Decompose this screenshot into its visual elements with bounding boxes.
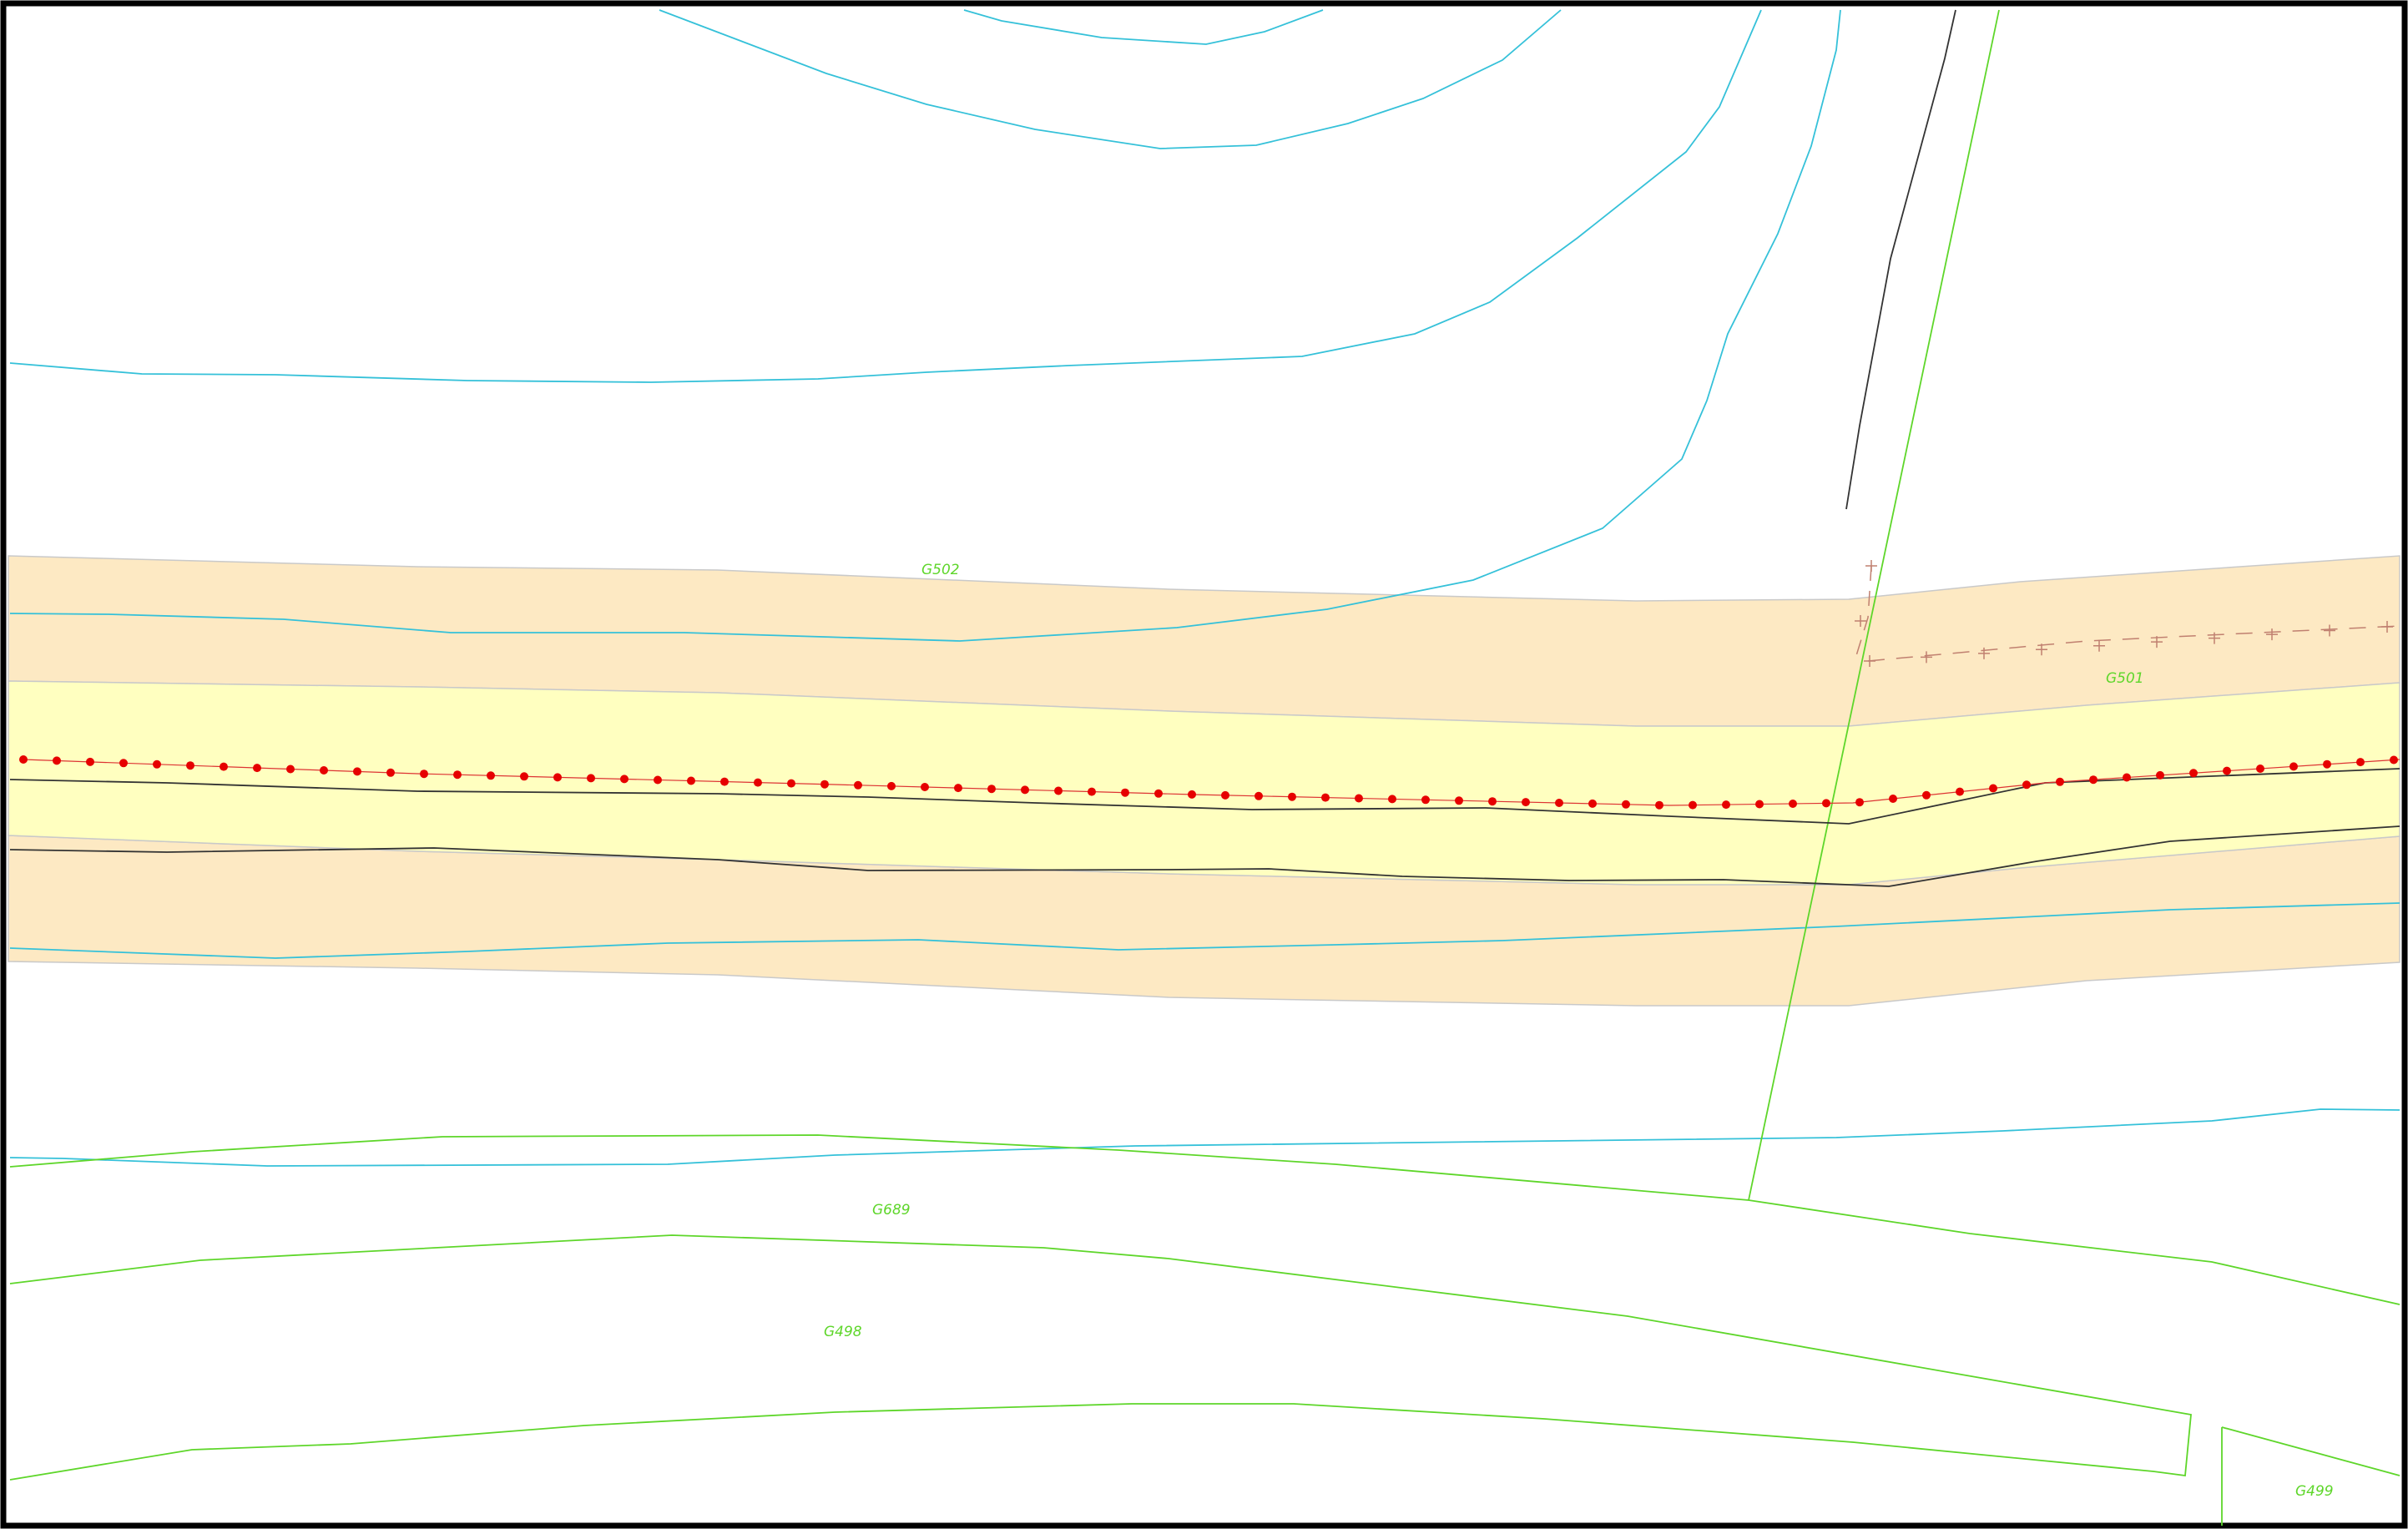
centreline-marker [2056,777,2064,786]
centreline-marker [1188,790,1196,799]
centreline-marker [1288,792,1296,801]
centreline-marker [453,770,462,780]
fence-post [2036,643,2047,656]
centreline-marker [1722,800,1730,810]
centreline-marker [2356,758,2365,767]
centreline-marker [553,773,562,782]
parcel-boundaries [9,9,2400,1526]
centreline-marker [1355,794,1363,803]
centreline-marker [1789,800,1797,808]
centreline-marker [854,780,862,790]
fence-post [1921,651,1932,664]
centreline-marker [2089,775,2098,785]
centreline-marker [1455,796,1463,805]
centreline-marker [2123,773,2131,782]
parcel-label-g501: G501 [2106,670,2144,687]
parcel-label-g499: G499 [2295,1483,2334,1500]
centreline-marker [887,781,896,790]
fence-post [2381,620,2393,633]
centreline-marker [620,775,629,784]
fence-post [2151,636,2163,648]
centreline-marker [1588,799,1597,808]
fence-line [1854,560,2400,667]
centreline-marker [420,770,428,779]
centreline-marker [720,777,729,786]
fence-post [2324,624,2335,637]
centreline-markers [19,755,2400,810]
centreline-marker [2022,780,2031,790]
centreline-marker [253,764,261,773]
centreline-marker [286,764,295,774]
centreline-marker [1522,798,1530,807]
parcel-label-g502: G502 [921,562,960,578]
centreline-marker [1555,799,1563,807]
fence-post [2209,632,2220,644]
centreline-marker [1889,795,1897,803]
centreline-marker [1088,787,1096,796]
centreline-marker [119,759,128,768]
centreline-marker [520,772,528,781]
fence-post [1978,647,1990,659]
centreline-marker [2323,759,2331,769]
centreline-marker [787,779,795,788]
centreline-marker [386,768,395,777]
fence-post [1864,655,1875,667]
centreline-marker [2189,769,2198,778]
centreline-marker [186,761,194,770]
centreline-marker [954,784,962,793]
centreline-marker [353,767,361,776]
centreline-marker [86,757,94,766]
centreline-marker [1488,797,1497,806]
centreline-marker [1054,786,1063,795]
centreline-marker [2256,764,2264,773]
centreline-marker [1622,800,1630,809]
centreline-marker [487,771,495,780]
centreline-marker [53,756,61,765]
centreline-marker [1388,795,1396,804]
fence-post [2093,639,2105,652]
centreline-marker [19,755,28,764]
centreline-marker [1989,784,1997,793]
centreline-marker [2390,755,2398,764]
fence-post [1855,615,1866,627]
parcel-label-g498: G498 [824,1324,862,1340]
contour-lines [9,9,2400,1167]
centreline-marker [1121,788,1129,797]
centreline-marker [1956,787,1964,796]
centreline-marker [587,774,595,783]
centreline-marker [1922,790,1931,800]
parcel-labels: G502 G501 G689 G498 G499 [824,562,2334,1500]
fence-post [1865,560,1877,572]
carriageway [8,680,2400,886]
centreline-marker [1421,795,1430,805]
centreline-marker [921,783,929,791]
centreline-marker [654,775,662,785]
centreline-marker [320,766,328,775]
centreline-marker [1021,785,1029,795]
centreline-marker [987,785,996,794]
centreline-marker [754,778,762,787]
centreline-marker [1221,790,1229,800]
centreline-marker [2289,762,2298,771]
centreline-marker [1254,791,1263,800]
centreline-marker [1855,798,1864,807]
centreline-marker [1689,800,1697,810]
road-edge-lines [9,9,2400,887]
parcel-label-g689: G689 [872,1202,911,1219]
centreline-marker [2156,770,2164,780]
centreline-marker [1822,799,1830,808]
centreline-marker [2223,766,2231,775]
centreline-marker [1154,789,1163,798]
centreline-marker [687,776,695,785]
centreline-marker [220,762,228,771]
centreline-marker [1655,800,1663,810]
centreline-marker [820,780,829,789]
centreline-marker [1321,793,1330,802]
centreline-marker [1755,800,1764,809]
centreline-marker [153,759,161,769]
fence-post [2266,628,2278,641]
